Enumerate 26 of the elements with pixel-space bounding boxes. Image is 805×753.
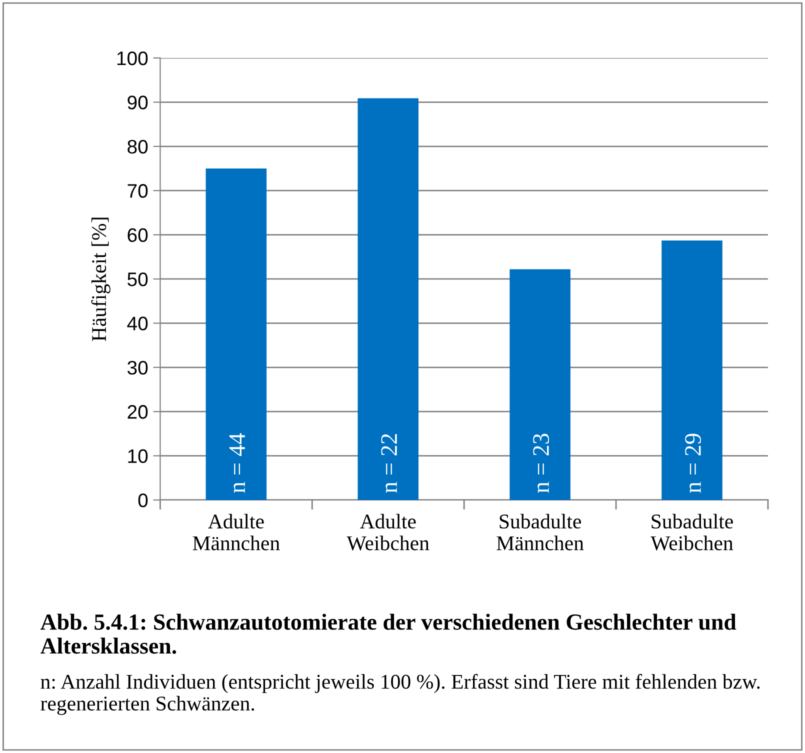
- y-tick-label: 40: [127, 316, 148, 330]
- x-tick-label: Subadulte Weibchen: [650, 514, 734, 550]
- y-tick-label: 80: [128, 140, 148, 154]
- y-axis-title: Häufigkeit [%]: [91, 218, 110, 342]
- bar: [206, 168, 267, 500]
- y-tick-label: 100: [117, 51, 148, 66]
- y-tick-label: 50: [128, 272, 148, 286]
- y-tick-label: 70: [128, 184, 148, 198]
- bar: [510, 269, 570, 500]
- annotation: n = 23: [533, 434, 550, 493]
- x-tick-label: Adulte Männchen: [192, 514, 280, 550]
- annotation: n = 44: [229, 433, 245, 493]
- bar: [662, 240, 722, 500]
- annotation: n = 29: [685, 434, 701, 493]
- y-tick-label: 30: [128, 360, 148, 375]
- x-tick-label: Adulte Weibchen: [346, 514, 430, 550]
- y-tick-label: 0: [138, 493, 148, 508]
- x-tick-label: Subadulte Männchen: [496, 514, 584, 550]
- y-tick-label: 10: [128, 449, 148, 464]
- text: Abb. 5.4.1: Schwanzautotomierate der verschiedenen Geschlechter und Altersklassen.: [40, 614, 736, 654]
- y-tick-label: 60: [128, 228, 148, 242]
- text: n: Anzahl Individuen (entspricht jeweils 100 %). Erfasst sind Tiere mit fehlenden bzw. regenerierten Schwänzen.: [40, 674, 760, 715]
- y-tick-label: 90: [128, 96, 148, 110]
- annotation: n = 22: [381, 434, 397, 493]
- bar: [358, 98, 418, 500]
- y-tick-label: 20: [128, 405, 148, 419]
